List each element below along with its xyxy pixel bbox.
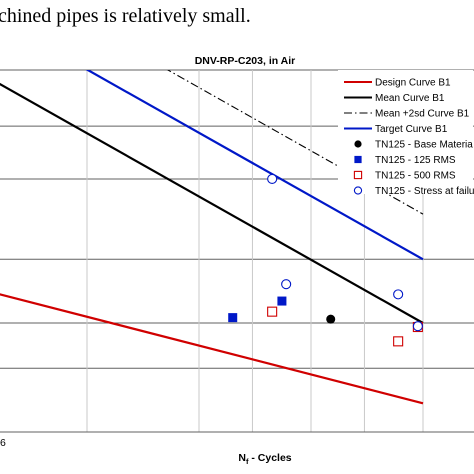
legend-swatch-tn125-125-rms: [354, 155, 362, 164]
data-point-tn125-stress-at-failu: [281, 279, 292, 290]
data-point-tn125-stress-at-failu: [412, 321, 423, 332]
legend-label-design-curve-b1: Design Curve B1: [375, 78, 451, 89]
legend-label-mean-curve-b1: Mean Curve B1: [375, 93, 445, 104]
series-line-target-curve-b1: [85, 70, 424, 261]
data-point-tn125-125-rms: [228, 313, 238, 323]
series-line-design-curve-b1: [0, 293, 424, 405]
legend-swatch-tn125-stress-at-failu: [353, 186, 363, 195]
series-line-mean-curve-b1: [0, 82, 424, 324]
data-point-tn125-125-rms: [277, 296, 287, 306]
legend-label-target-curve-b1: Target Curve B1: [375, 124, 448, 135]
legend-label-tn125-stress-at-failu: TN125 - Stress at failu: [375, 186, 474, 197]
data-point-tn125-stress-at-failu: [393, 289, 404, 300]
data-point-tn125-500-rms: [267, 306, 278, 317]
x-axis-label-rest: - Cycles: [248, 452, 291, 464]
x-axis-label-n: N: [238, 452, 246, 464]
chart-title: DNV-RP-C203, in Air: [195, 55, 296, 67]
plot-area: [0, 70, 424, 405]
x-tick-label: 6: [0, 437, 6, 449]
legend-label-mean-2sd-curve-b1: Mean +2sd Curve B1: [375, 109, 470, 120]
data-point-tn125-500-rms: [393, 336, 404, 347]
legend: Design Curve B1 Mean Curve B1 Mean +2sd Cu…: [344, 78, 474, 197]
legend-swatch-tn125-500-rms: [353, 170, 363, 180]
header-text: chined pipes is relatively small.: [0, 5, 251, 27]
x-axis-label: Nf - Cycles: [238, 452, 291, 466]
legend-label-tn125-125-rms: TN125 - 125 RMS: [375, 155, 456, 166]
data-point-tn125-base-materia: [326, 314, 336, 324]
data-point-tn125-stress-at-failu: [267, 173, 278, 185]
legend-swatch-tn125-base-materia: [354, 140, 362, 148]
legend-label-tn125-500-rms: TN125 - 500 RMS: [375, 171, 456, 182]
x-axis-label-sub: f: [246, 457, 249, 466]
legend-label-tn125-base-materia: TN125 - Base Materia: [375, 140, 473, 151]
